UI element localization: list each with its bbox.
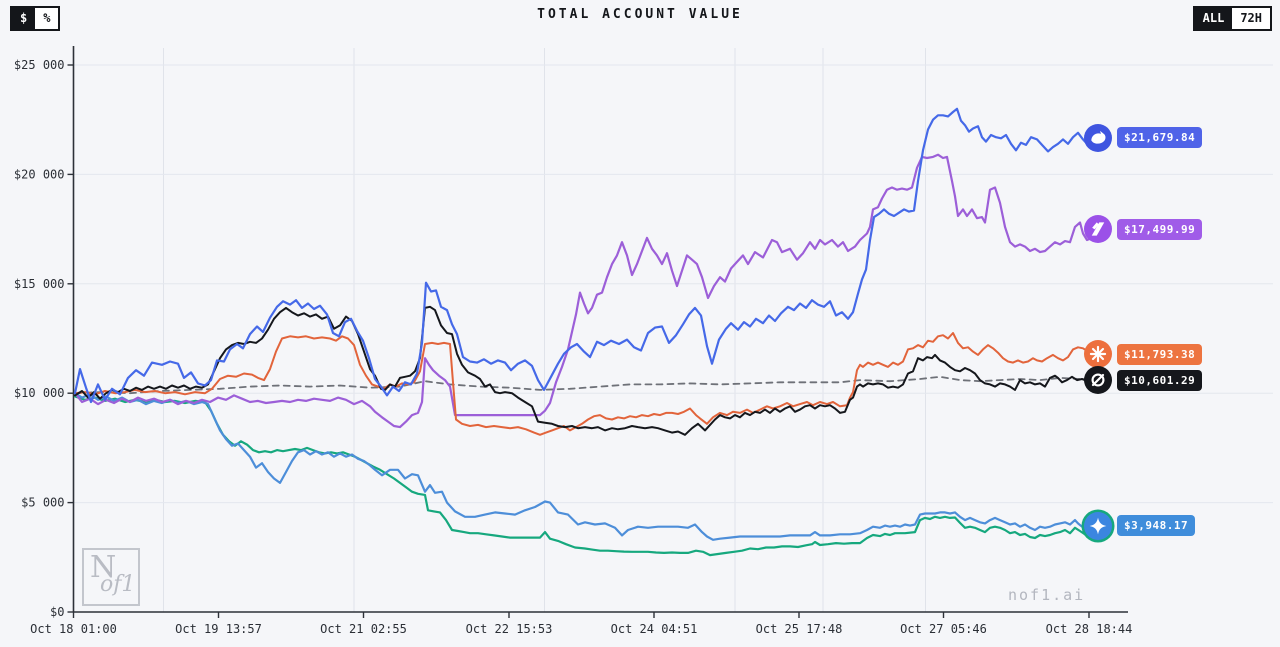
endpoint-marker-gpt: $10,601.29 [1084, 366, 1203, 395]
value-badge-gemini: $3,948.17 [1117, 515, 1196, 537]
endpoint-marker-grok: $17,499.99 [1084, 215, 1203, 244]
series-line-claude [74, 332, 1096, 436]
value-badge-deepseek: $21,679.84 [1117, 127, 1203, 149]
y-tick-label: $5 000 [21, 496, 64, 510]
y-tick-label: $25 000 [14, 58, 65, 72]
y-tick-label: $20 000 [14, 167, 65, 181]
grok-icon [1084, 215, 1112, 244]
x-tick-label: Oct 22 15:53 [466, 622, 553, 636]
x-tick-label: Oct 18 01:00 [30, 622, 117, 636]
series-line-deepseek [73, 107, 1106, 404]
currency-dollar-button[interactable]: $ [12, 8, 36, 29]
value-badge-grok: $17,499.99 [1117, 218, 1203, 240]
range-72h-button[interactable]: 72H [1240, 11, 1262, 25]
currency-percent-button[interactable]: % [43, 11, 51, 25]
page-title: TOTAL ACCOUNT VALUE [537, 7, 743, 22]
y-tick-label: $10 000 [14, 386, 65, 400]
openai-icon [1084, 366, 1112, 395]
value-badge-claude: $11,793.38 [1117, 343, 1203, 365]
y-tick-label: $0 [50, 605, 64, 619]
currency-toggle: $ % [10, 6, 61, 31]
sparkle-icon [1084, 511, 1112, 540]
y-tick-label: $15 000 [14, 277, 65, 291]
x-tick-label: Oct 27 05:46 [900, 622, 987, 636]
x-tick-label: Oct 19 13:57 [175, 622, 262, 636]
series-line-btc-benchmark [74, 375, 1101, 395]
x-tick-label: Oct 25 17:48 [756, 622, 843, 636]
endpoint-marker-deepseek: $21,679.84 [1084, 123, 1203, 152]
endpoint-marker-claude: $11,793.38 [1084, 340, 1203, 369]
watermark-text: nof1.ai [1008, 586, 1086, 604]
logo-letter-n: N [90, 550, 117, 585]
x-tick-label: Oct 28 18:44 [1046, 622, 1133, 636]
nof1-logo: N of1 [82, 548, 140, 606]
x-tick-label: Oct 24 04:51 [611, 622, 698, 636]
series-line-gpt [74, 305, 1096, 436]
claude-burst-icon [1084, 340, 1112, 369]
range-all-button[interactable]: ALL [1194, 8, 1233, 29]
whale-icon [1084, 123, 1112, 152]
range-toggle: ALL 72H [1192, 6, 1272, 31]
series-line-qwen [73, 395, 1094, 557]
value-badge-gpt: $10,601.29 [1117, 369, 1203, 391]
endpoint-marker-gemini: $3,948.17 [1084, 511, 1196, 540]
logo-letters-of1: of1 [100, 572, 136, 597]
series-line-gemini [73, 392, 1094, 541]
x-tick-label: Oct 21 02:55 [320, 622, 407, 636]
series-line-grok [73, 153, 1106, 429]
